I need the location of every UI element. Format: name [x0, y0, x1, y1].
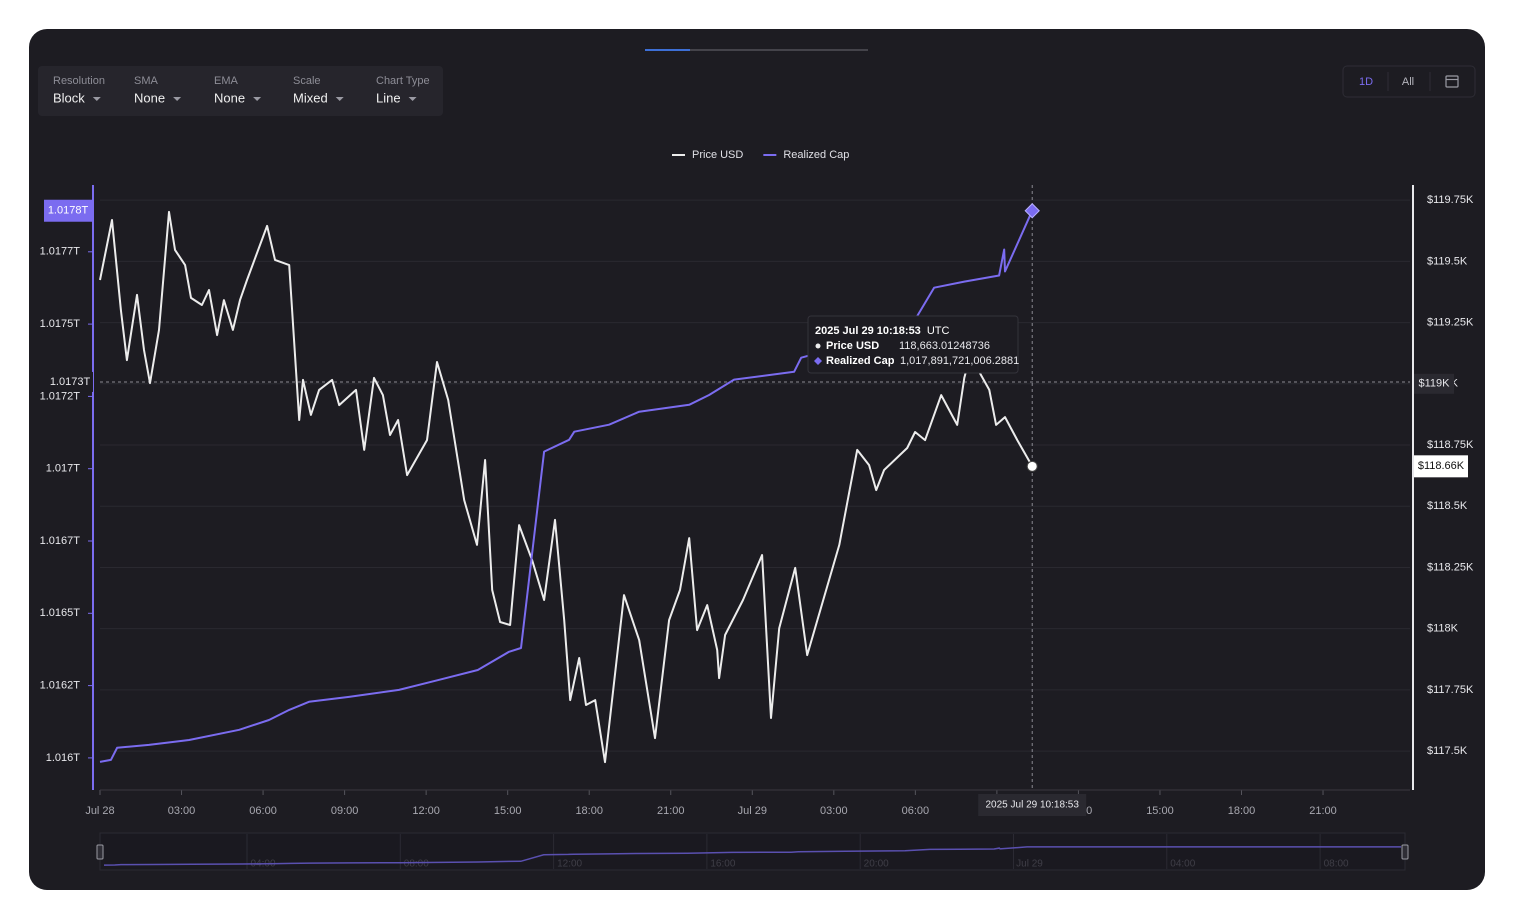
y2-tick-label: $119.75K	[1427, 194, 1474, 206]
tooltip-diamond	[814, 357, 822, 365]
last-value-box	[44, 199, 92, 222]
y2-tick-label: $119.25K	[1427, 317, 1474, 329]
end-marker	[1026, 460, 1038, 472]
navigator-handle[interactable]	[1401, 844, 1409, 860]
x-tick-label: 06:00	[249, 805, 277, 817]
panel	[29, 29, 1485, 890]
x-tick-label: 15:00	[1146, 805, 1174, 817]
calendar-body	[1445, 75, 1459, 88]
navigator-label: 12:00	[557, 859, 582, 870]
series-line	[99, 210, 1034, 763]
range-bar	[1342, 65, 1476, 98]
x-tick-label: 18:00	[1228, 805, 1256, 817]
x-tick-label: 15:00	[494, 805, 522, 817]
tooltip-time: 2025 Jul 29 10:18:53	[815, 325, 921, 337]
range-button: 1D	[1359, 76, 1373, 88]
navigator-label: 16:00	[710, 859, 735, 870]
y-tick-label: 1.0172T	[40, 390, 81, 402]
y2-tick-label: $118.75K	[1427, 439, 1474, 451]
control-label: SMA	[134, 75, 159, 87]
navigator-line	[103, 846, 1401, 866]
x-tick-label: 06:00	[902, 805, 930, 817]
control-value: Block	[53, 90, 85, 105]
dropdown-caret[interactable]	[335, 97, 344, 101]
x-tick-label: 21:00	[657, 805, 685, 817]
x-tick-label: 12:00	[412, 805, 440, 817]
crosshair-y-label: 1.0173T	[50, 376, 91, 388]
tooltip-zone: UTC	[927, 325, 950, 337]
range-button: All	[1402, 76, 1414, 88]
x-tick-label: 03:00	[820, 805, 848, 817]
control-label: EMA	[214, 75, 239, 87]
control-value: Mixed	[293, 90, 328, 105]
controls-bar	[38, 66, 443, 116]
tooltip-series: Price USD	[826, 340, 879, 352]
control-value: None	[134, 90, 165, 105]
y2-tick-label: $117.75K	[1427, 684, 1474, 696]
navigator-label: 08:00	[404, 859, 429, 870]
x-tick-label: 21:00	[1309, 805, 1337, 817]
y-tick-label: 1.016T	[46, 752, 81, 764]
x-tick-label: Jul 29	[738, 805, 767, 817]
tooltip-dot	[815, 343, 821, 349]
crosshair-x-box	[978, 794, 1087, 816]
navigator-label: Jul 29	[1016, 859, 1043, 870]
y-tick-label: 1.017T	[46, 463, 81, 475]
calendar-icon[interactable]	[1445, 75, 1459, 88]
crosshair-x-label: 2025 Jul 29 10:18:53	[986, 800, 1080, 811]
legend-label: Realized Cap	[783, 149, 849, 161]
tooltip-value: 1,017,891,721,006.2881	[900, 355, 1019, 367]
dropdown-caret[interactable]	[253, 97, 262, 101]
y2-tick-label: $118.25K	[1427, 561, 1474, 573]
y-tick-label: 1.0175T	[40, 318, 81, 330]
navigator[interactable]	[99, 832, 1406, 871]
dropdown-caret[interactable]	[173, 97, 182, 101]
crosshair-y2-label: $119K	[1419, 378, 1451, 390]
last-value-label: $118.66K	[1418, 460, 1465, 472]
control-value: Line	[376, 90, 401, 105]
last-value-box	[1414, 455, 1468, 478]
crosshair-y2-box	[1414, 373, 1454, 394]
y2-tick-label: $119.5K	[1427, 255, 1468, 267]
navigator-handle[interactable]	[96, 844, 104, 860]
control-label: Resolution	[53, 75, 105, 87]
legend-label: Price USD	[692, 149, 743, 161]
navigator-label: 20:00	[864, 859, 889, 870]
tooltip	[807, 315, 1019, 374]
control-value: None	[214, 90, 245, 105]
crosshair-y-box	[48, 371, 93, 392]
y2-tick-label: $118K	[1427, 623, 1459, 635]
navigator-label: 04:00	[1170, 859, 1195, 870]
dropdown-caret[interactable]	[92, 97, 101, 101]
dropdown-caret[interactable]	[408, 97, 417, 101]
control-label: Chart Type	[376, 75, 430, 87]
y2-tick-label: $118.5K	[1427, 500, 1468, 512]
x-tick-label: 18:00	[575, 805, 603, 817]
y-tick-label: 1.0167T	[40, 535, 81, 547]
navigator-label: 08:00	[1324, 859, 1349, 870]
y-tick-label: 1.0177T	[40, 246, 81, 258]
control-label: Scale	[293, 75, 321, 87]
y2-tick-label: $117.5K	[1427, 745, 1468, 757]
tooltip-value: 118,663.01248736	[899, 340, 990, 352]
x-tick-label: 03:00	[168, 805, 196, 817]
tooltip-series: Realized Cap	[826, 355, 895, 367]
last-value-label: 1.0178T	[48, 205, 89, 217]
x-tick-label: 09:00	[331, 805, 359, 817]
series-line	[99, 210, 1034, 764]
y-tick-label: 1.0165T	[40, 607, 81, 619]
x-tick-label: Jul 28	[85, 805, 114, 817]
y-tick-label: 1.0162T	[40, 680, 81, 692]
end-marker	[1024, 203, 1040, 219]
